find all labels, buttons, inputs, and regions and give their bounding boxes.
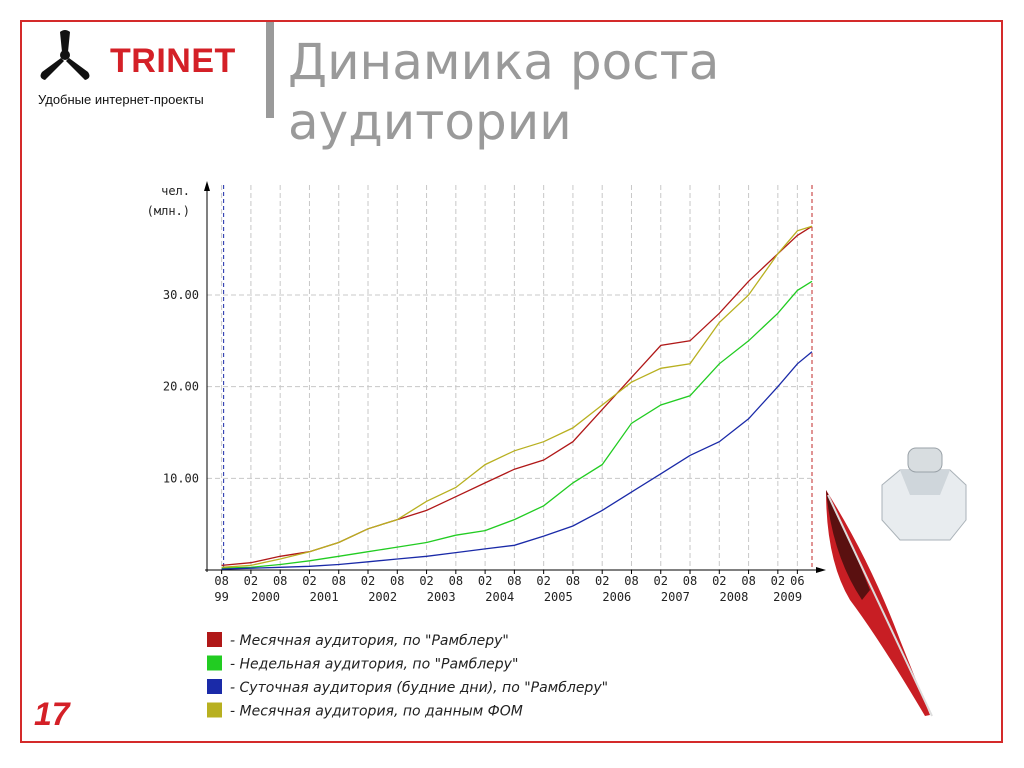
x-axis-arrow [816, 567, 826, 573]
y-axis-label: чел. [161, 184, 190, 198]
x-tick-label: 02 [595, 574, 609, 588]
slide-title: Динамика роста аудитории [288, 33, 720, 151]
x-year-label: 99 [214, 590, 228, 604]
logo-icon [40, 30, 90, 80]
x-year-label: 2009 [773, 590, 802, 604]
legend-swatch [207, 655, 222, 671]
x-tick-label: 02 [654, 574, 668, 588]
x-year-label: 2008 [719, 590, 748, 604]
x-tick-label: 02 [771, 574, 785, 588]
x-tick-label: 08 [214, 574, 228, 588]
x-tick-label: 08 [507, 574, 521, 588]
x-year-label: 2001 [310, 590, 339, 604]
legend-text: - Месячная аудитория, по "Рамблеру" [230, 633, 509, 649]
legend-swatch [207, 702, 222, 718]
x-tick-label: 06 [790, 574, 804, 588]
feather [826, 490, 933, 717]
series-line [221, 225, 813, 568]
x-tick-label: 02 [478, 574, 492, 588]
x-tick-label: 08 [332, 574, 346, 588]
x-year-label: 2006 [602, 590, 631, 604]
logo-tagline: Удобные интернет-проекты [38, 92, 204, 107]
x-tick-label: 08 [683, 574, 697, 588]
y-tick-label: 10.00 [163, 471, 199, 485]
slide-frame [20, 20, 1003, 743]
x-year-label: 2000 [251, 590, 280, 604]
x-tick-label: 02 [361, 574, 375, 588]
x-tick-label: 02 [244, 574, 258, 588]
x-tick-label: 08 [566, 574, 580, 588]
y-axis-arrow [204, 181, 210, 191]
x-year-label: 2002 [368, 590, 397, 604]
x-tick-label: 02 [536, 574, 550, 588]
y-tick-label: 20.00 [163, 380, 199, 394]
x-tick-label: 08 [741, 574, 755, 588]
series-line [221, 351, 813, 570]
legend-text: - Суточная аудитория (будние дни), по "Р… [230, 680, 608, 696]
x-tick-label: 08 [390, 574, 404, 588]
x-tick-label: 08 [273, 574, 287, 588]
y-axis-label: (млн.) [147, 204, 190, 218]
x-tick-label: 08 [624, 574, 638, 588]
x-year-label: 2003 [427, 590, 456, 604]
x-year-label: 2004 [485, 590, 514, 604]
series-line [221, 280, 813, 569]
title-bar [266, 22, 274, 118]
x-tick-label: 02 [302, 574, 316, 588]
page-number: 17 [34, 696, 70, 732]
x-tick-label: 08 [449, 574, 463, 588]
inkwell [881, 447, 967, 541]
legend-text: - Недельная аудитория, по "Рамблеру" [230, 657, 518, 673]
legend-swatch [207, 679, 222, 694]
x-year-label: 2007 [661, 590, 690, 604]
x-tick-label: 02 [419, 574, 433, 588]
y-tick-label: 30.00 [163, 288, 199, 302]
x-tick-label: 02 [712, 574, 726, 588]
legend-swatch [207, 632, 222, 647]
legend-text: - Месячная аудитория, по данным ФОМ [230, 704, 523, 720]
x-year-label: 2005 [544, 590, 573, 604]
logo-name: TRINET [110, 42, 236, 80]
